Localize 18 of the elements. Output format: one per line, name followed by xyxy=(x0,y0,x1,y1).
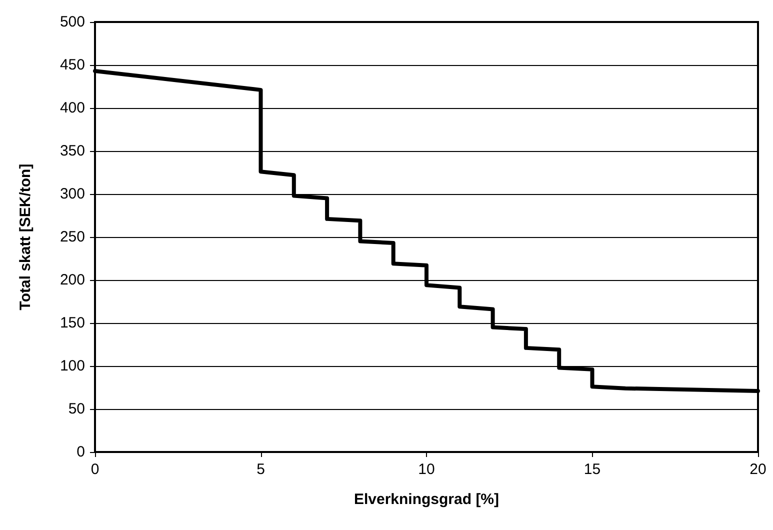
y-tick-label: 300 xyxy=(60,186,85,202)
x-tick-label: 10 xyxy=(418,461,435,478)
y-tick-label: 100 xyxy=(60,358,85,374)
x-axis-title: Elverkningsgrad [%] xyxy=(354,491,500,508)
y-tick-label: 200 xyxy=(60,272,85,288)
x-tick-label: 20 xyxy=(750,461,766,478)
y-tick-label: 250 xyxy=(60,228,85,246)
x-tick-label: 15 xyxy=(584,461,601,478)
x-tick-label: 0 xyxy=(90,461,100,478)
x-tick-label: 5 xyxy=(256,461,265,478)
y-tick-label: 500 xyxy=(60,14,85,30)
y-axis-title: Total skatt [SEK/ton] xyxy=(17,164,34,310)
y-tick-label: 0 xyxy=(76,444,85,460)
y-tick-label: 350 xyxy=(60,142,85,160)
y-tick-label: 150 xyxy=(60,314,85,332)
y-tick-label: 400 xyxy=(60,100,85,116)
y-tick-label: 50 xyxy=(68,400,85,418)
y-tick-label: 450 xyxy=(60,56,85,74)
